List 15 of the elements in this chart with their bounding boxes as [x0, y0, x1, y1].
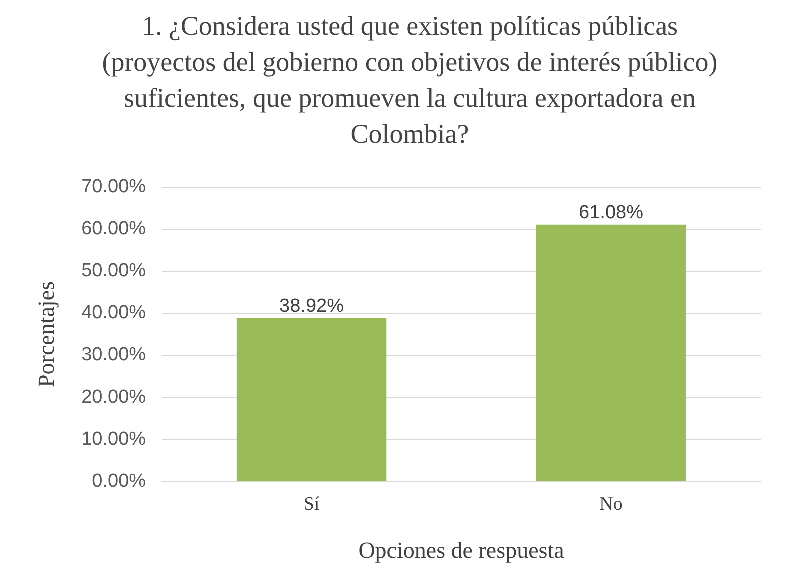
y-tick-label: 70.00% — [82, 176, 146, 198]
x-tick-label: Sí — [304, 494, 320, 515]
y-tick-label: 20.00% — [82, 386, 146, 408]
y-tick-label: 0.00% — [92, 470, 146, 492]
y-tick-label: 60.00% — [82, 218, 146, 240]
data-label: 38.92% — [280, 296, 344, 317]
y-tick-label: 30.00% — [82, 344, 146, 366]
data-label: 61.08% — [579, 202, 644, 224]
y-tick-label: 10.00% — [82, 428, 146, 450]
x-tick-label: No — [600, 494, 623, 515]
y-tick-label: 40.00% — [82, 302, 146, 324]
y-axis-title: Porcentajes — [34, 281, 59, 388]
y-tick-label: 50.00% — [82, 260, 146, 282]
chart-title: 1. ¿Considera usted que existen políticas públicas (proyectos del gobierno con objetivos de interés público) suficientes, que promueven la cultura exportadora en Colombia? — [101, 10, 719, 151]
x-axis-title: Opciones de respuesta — [358, 538, 564, 564]
